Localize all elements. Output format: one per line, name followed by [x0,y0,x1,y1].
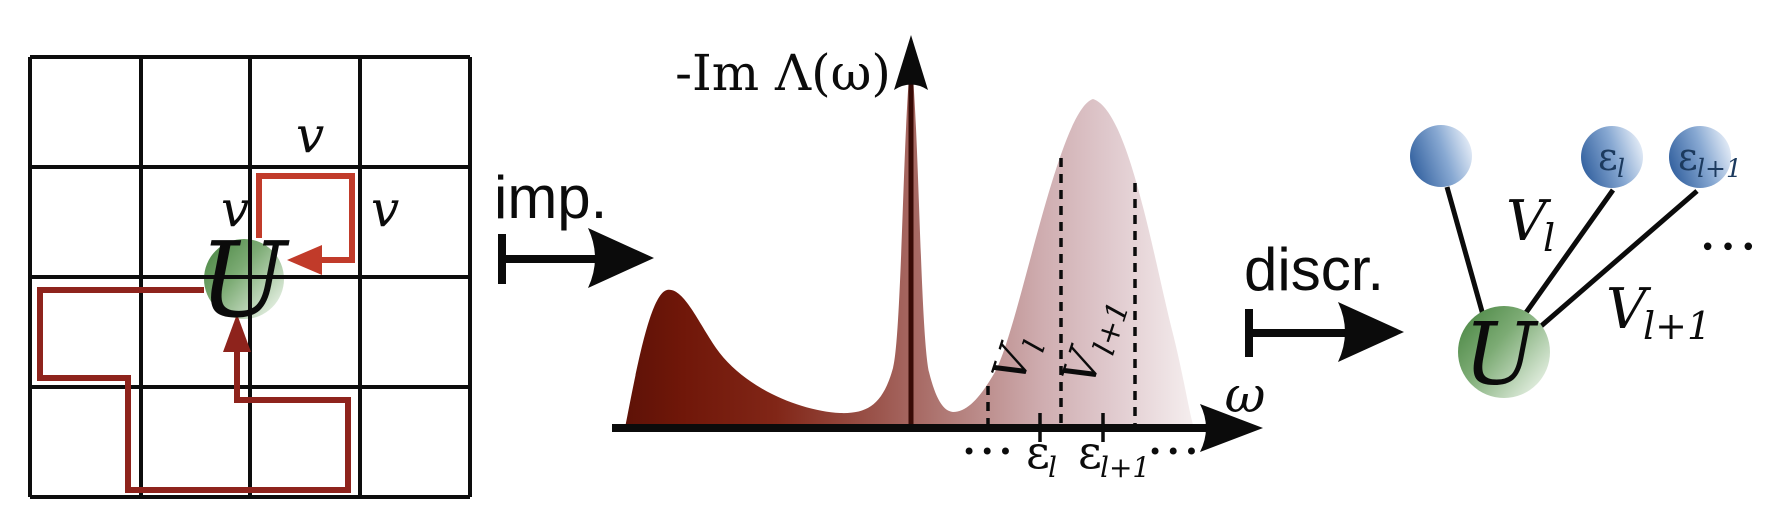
discretization-map-arrow: discr. [1244,236,1404,362]
bath-site-circle-l1 [1669,126,1731,188]
bath-site-circle-0 [1410,125,1472,187]
x-axis-arrowhead-icon [1200,404,1263,452]
ellipsis-dots: ••• [1700,233,1761,263]
coupling-edge-l1 [1538,189,1699,329]
bath-label-epsilon-l1-main: ε [1678,135,1698,179]
star-diagram: ε l ε l+1 U V l V l+1 ••• [1410,125,1761,405]
up-arrowhead-icon [223,314,251,352]
hopping-label-top: v [296,106,324,164]
hopping-path-loop [256,173,355,263]
impurity-map-arrow: imp. [494,164,654,288]
bath-label-epsilon-l: ε l [1598,135,1625,183]
coupling-edge-l [1522,188,1616,316]
tick-label-epsilon-l1: ε l+1 [1078,425,1150,484]
bath-label-epsilon-l-sub: l [1617,154,1625,183]
y-axis-arrowhead-icon [894,35,928,90]
left-arrowhead-icon [287,245,322,275]
hopping-path-long [37,287,351,493]
lattice-grid [28,55,472,499]
right-arrowhead-icon [1338,302,1404,362]
tick-label-epsilon-l1-main: ε [1078,425,1102,479]
coupling-label-vl-sub: l [1543,216,1555,260]
impurity-label: U [1464,305,1539,405]
hopping-label-left: v [221,180,249,238]
tick-label-epsilon-l-sub: l [1048,451,1057,484]
tick-label-epsilon-l: ε l [1026,425,1057,484]
impurity-label: U [199,219,290,341]
lattice-panel: v v v U [28,55,472,499]
bath-site-circle-l [1581,126,1643,188]
coupling-label-vl: V l [1506,189,1555,260]
hybridization-plot: -Im Λ(ω) ω V l V l+1 ε l ε l+1 ••• [612,35,1265,484]
tick-label-epsilon-l-main: ε [1026,425,1050,479]
plot-xlabel: ω [1225,366,1266,424]
bath-label-epsilon-l-main: ε [1598,135,1618,179]
impurity-site-circle [1458,306,1550,398]
coupling-label-vl-main: V [1506,189,1552,254]
coupling-label-vl1: V l+1 [1606,277,1711,348]
ellipsis-dots-left: ••• [962,438,1016,466]
coupling-edge-0 [1444,186,1486,316]
coupling-label-vl1-main: V [1606,277,1652,342]
bath-label-epsilon-l1-sub: l+1 [1697,154,1742,183]
ellipsis-dots-right: ••• [1148,438,1202,466]
tick-label-epsilon-l1-sub: l+1 [1100,451,1150,484]
right-arrowhead-icon [588,228,654,288]
plot-ylabel: -Im Λ(ω) [675,44,891,102]
hopping-label-right: v [371,180,399,238]
coupling-label-vl1-sub: l+1 [1643,304,1711,348]
discretization-map-label: discr. [1244,236,1384,303]
impurity-map-label: imp. [494,164,607,231]
bath-label-epsilon-l1: ε l+1 [1678,135,1742,183]
